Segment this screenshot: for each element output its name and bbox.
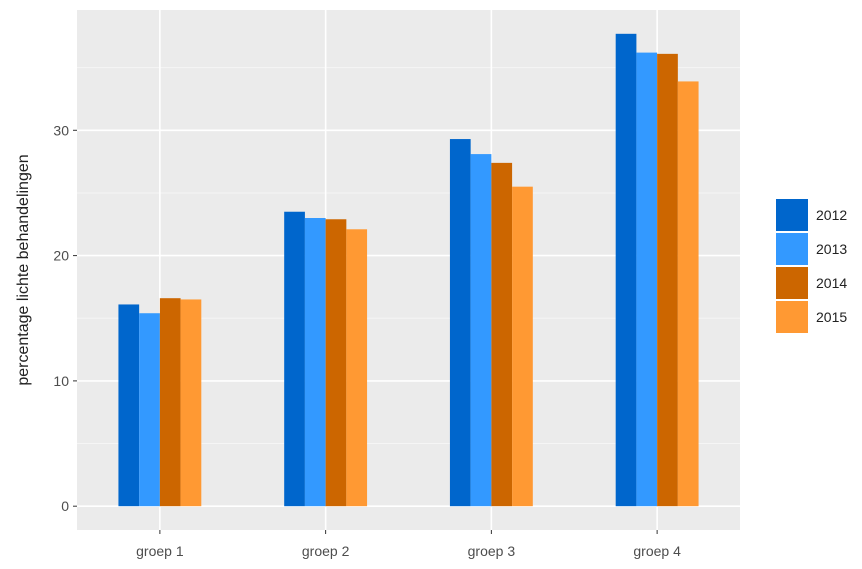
legend-label: 2013 xyxy=(816,241,847,257)
legend-key xyxy=(776,199,808,231)
y-axis-ticks: 0 10 20 30 xyxy=(53,122,77,514)
bar xyxy=(657,53,678,507)
bar xyxy=(118,304,140,507)
bar xyxy=(284,211,305,507)
bar xyxy=(139,313,160,507)
bars xyxy=(118,33,699,507)
y-tick-label: 0 xyxy=(61,498,69,514)
bar xyxy=(346,229,368,507)
x-tick-label: groep 2 xyxy=(302,543,350,559)
y-tick-label: 20 xyxy=(53,248,69,264)
bar xyxy=(512,186,533,507)
x-tick-label: groep 1 xyxy=(136,543,184,559)
y-tick-label: 30 xyxy=(53,122,69,138)
legend-key xyxy=(776,267,808,299)
legend-key xyxy=(776,301,808,333)
legend-label: 2015 xyxy=(816,309,847,325)
legend: 2012 2013 2014 2015 xyxy=(776,199,847,333)
x-tick-label: groep 4 xyxy=(633,543,681,559)
x-axis-ticks: groep 1 groep 2 groep 3 groep 4 xyxy=(136,530,681,559)
bar xyxy=(449,139,471,507)
bar xyxy=(325,219,347,507)
bar xyxy=(636,52,658,507)
legend-label: 2012 xyxy=(816,207,847,223)
legend-label: 2014 xyxy=(816,275,847,291)
bar xyxy=(615,33,637,507)
bar xyxy=(677,81,699,507)
bar xyxy=(304,218,326,507)
y-tick-label: 10 xyxy=(53,373,69,389)
bar xyxy=(159,298,181,507)
x-tick-label: groep 3 xyxy=(468,543,516,559)
y-axis-title: percentage lichte behandelingen xyxy=(15,154,32,385)
legend-key xyxy=(776,233,808,265)
bar xyxy=(470,154,492,507)
bar xyxy=(491,162,513,507)
bar xyxy=(180,299,202,507)
